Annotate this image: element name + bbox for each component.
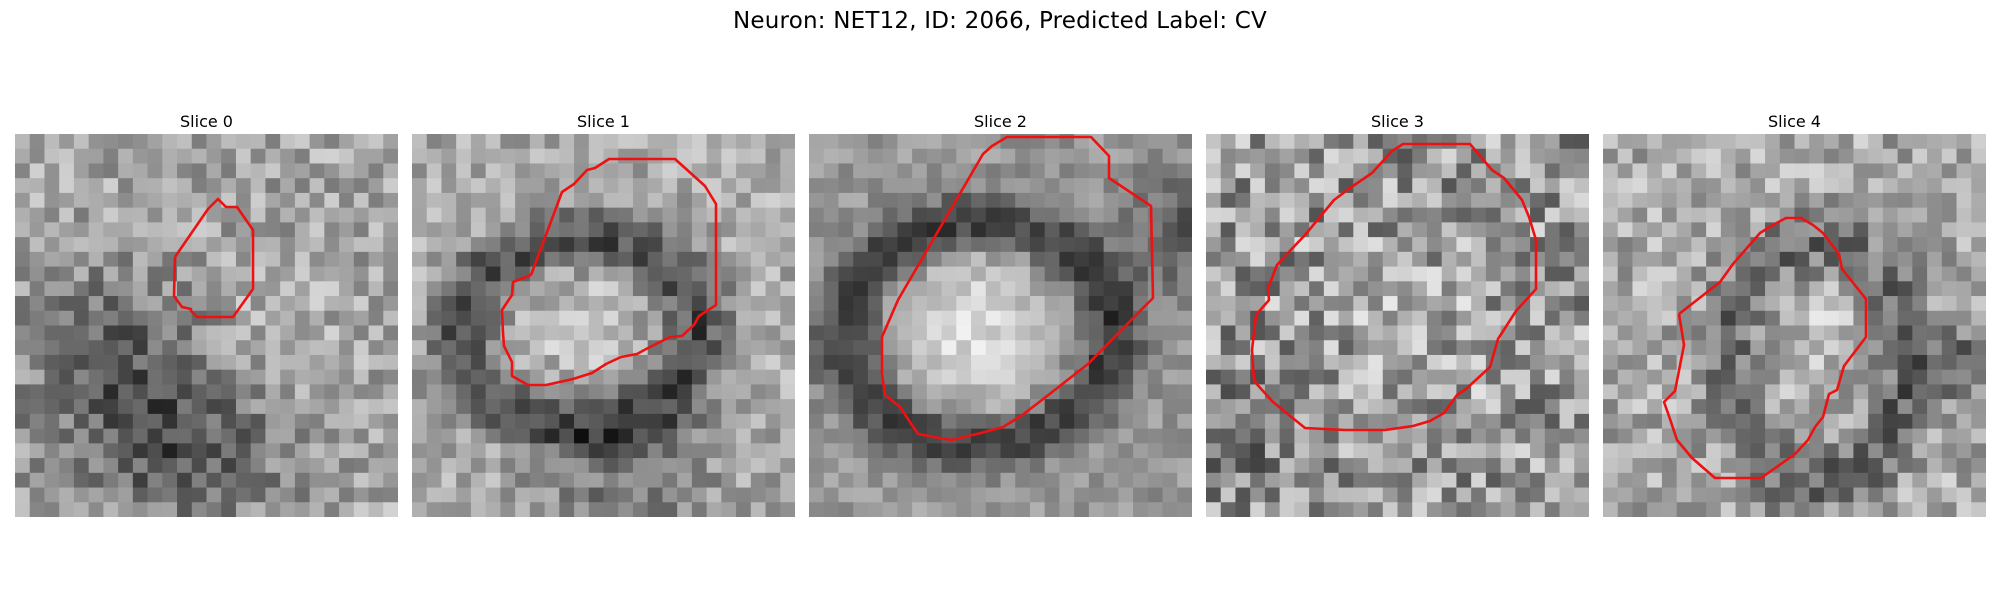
slice-title-0: Slice 0 (180, 112, 233, 131)
slice-image-1 (412, 134, 795, 517)
segmentation-outline (880, 135, 1155, 442)
slice-image-4 (1603, 134, 1986, 517)
slice-panel-3: Slice 3 (1206, 110, 1589, 517)
segmentation-outline (172, 197, 255, 319)
figure-title: Neuron: NET12, ID: 2066, Predicted Label… (733, 8, 1267, 34)
slice-title-3: Slice 3 (1371, 112, 1424, 131)
slice-panel-1: Slice 1 (412, 110, 795, 517)
segmentation-outline (1250, 142, 1538, 432)
pixel-grid (809, 134, 1192, 517)
slice-image-3 (1206, 134, 1589, 517)
pixel-grid (1206, 134, 1589, 517)
pixel-grid (15, 134, 398, 517)
segmentation-outline (1662, 216, 1868, 480)
pixel-grid (1603, 134, 1986, 517)
slice-panel-4: Slice 4 (1603, 110, 1986, 517)
slice-title-1: Slice 1 (577, 112, 630, 131)
slice-title-4: Slice 4 (1768, 112, 1821, 131)
slice-image-2 (809, 134, 1192, 517)
segmentation-outline (500, 157, 718, 387)
pixel-grid (412, 134, 795, 517)
slice-panel-2: Slice 2 (809, 110, 1192, 517)
slice-title-2: Slice 2 (974, 112, 1027, 131)
slice-image-0 (15, 134, 398, 517)
slice-panel-0: Slice 0 (15, 110, 398, 517)
